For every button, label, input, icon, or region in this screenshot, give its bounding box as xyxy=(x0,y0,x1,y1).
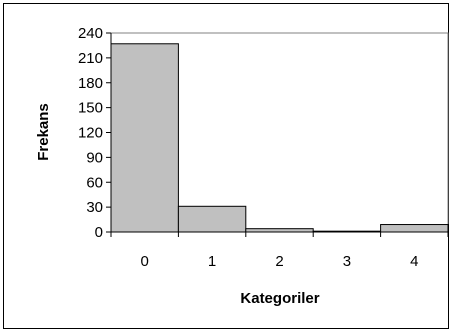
x-ticks-group: 0 1 2 3 4 xyxy=(110,232,449,270)
x-tick-label: 1 xyxy=(208,253,216,270)
y-tick-label: 60 xyxy=(86,174,103,191)
y-tick-label: 0 xyxy=(95,224,103,241)
x-tick-label: 0 xyxy=(141,253,149,270)
y-axis-title: Frekans xyxy=(35,103,52,161)
bars-group xyxy=(110,43,449,233)
y-tick-label: 240 xyxy=(78,25,103,42)
x-tick-label: 3 xyxy=(343,253,351,270)
y-tick-label: 180 xyxy=(78,75,103,92)
bar-category-4 xyxy=(380,224,449,233)
y-tick-label: 30 xyxy=(86,199,103,216)
x-axis-title: Kategoriler xyxy=(240,290,319,307)
x-tick-label: 4 xyxy=(410,253,418,270)
bar-category-1 xyxy=(177,205,247,233)
y-tick-label: 210 xyxy=(78,50,103,67)
y-tick-label: 90 xyxy=(86,149,103,166)
y-ticks-group: 0 30 60 90 120 150 180 210 240 xyxy=(78,25,111,241)
bar-category-0 xyxy=(110,43,179,233)
y-tick-label: 150 xyxy=(78,100,103,117)
y-tick-label: 120 xyxy=(78,125,103,142)
x-tick-label: 2 xyxy=(275,253,283,270)
